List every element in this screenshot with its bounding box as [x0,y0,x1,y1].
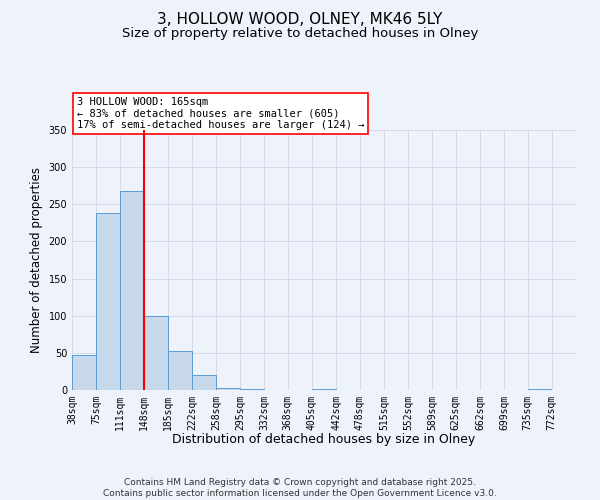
Text: Contains HM Land Registry data © Crown copyright and database right 2025.
Contai: Contains HM Land Registry data © Crown c… [103,478,497,498]
Text: 3 HOLLOW WOOD: 165sqm
← 83% of detached houses are smaller (605)
17% of semi-det: 3 HOLLOW WOOD: 165sqm ← 83% of detached … [77,97,365,130]
Bar [192,375,216,390]
Bar [120,191,143,390]
Text: 3, HOLLOW WOOD, OLNEY, MK46 5LY: 3, HOLLOW WOOD, OLNEY, MK46 5LY [157,12,443,28]
Y-axis label: Number of detached properties: Number of detached properties [30,167,43,353]
Bar [144,316,168,390]
Text: Size of property relative to detached houses in Olney: Size of property relative to detached ho… [122,28,478,40]
Bar [216,388,239,390]
X-axis label: Distribution of detached houses by size in Olney: Distribution of detached houses by size … [172,433,476,446]
Bar [96,213,120,390]
Bar [72,355,96,390]
Bar [168,350,192,390]
